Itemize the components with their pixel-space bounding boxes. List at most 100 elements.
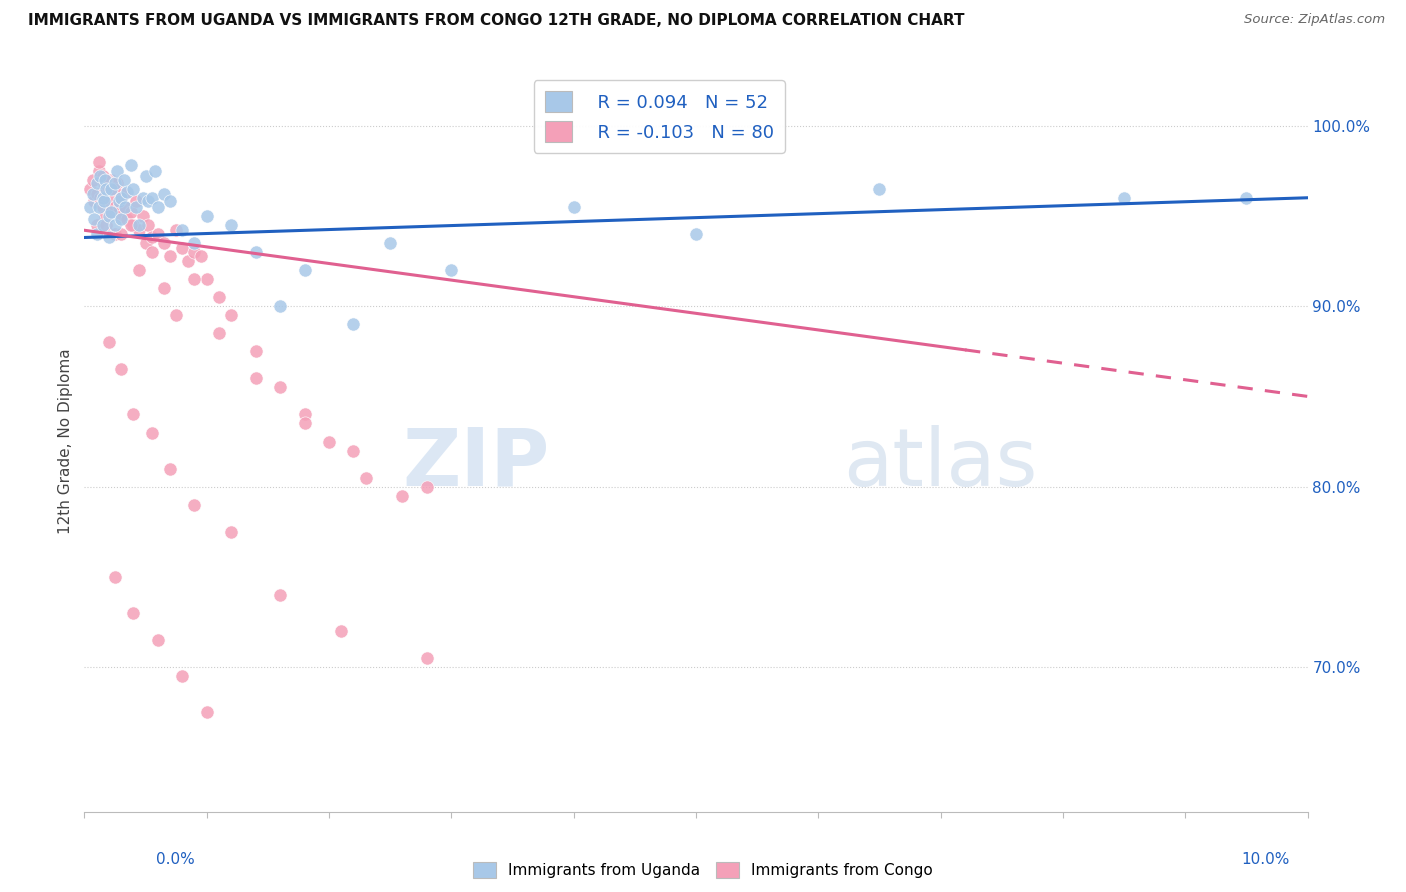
Point — [97, 205, 120, 219]
Point — [128, 223, 150, 237]
Point — [141, 244, 163, 259]
Point — [125, 200, 148, 214]
Point — [269, 299, 291, 313]
Point — [97, 209, 120, 223]
Point — [143, 163, 166, 178]
Point — [91, 191, 114, 205]
Point — [107, 194, 129, 209]
Point — [120, 205, 142, 219]
Point — [93, 177, 115, 191]
Point — [122, 606, 145, 620]
Point — [165, 308, 187, 322]
Point — [100, 172, 122, 186]
Point — [135, 235, 157, 250]
Point — [165, 223, 187, 237]
Y-axis label: 12th Grade, No Diploma: 12th Grade, No Diploma — [58, 349, 73, 534]
Point — [177, 254, 200, 268]
Point — [83, 194, 105, 209]
Point — [110, 362, 132, 376]
Point — [93, 194, 115, 209]
Point — [416, 651, 439, 665]
Point — [1114, 191, 1136, 205]
Legend:   R = 0.094   N = 52,   R = -0.103   N = 80: R = 0.094 N = 52, R = -0.103 N = 80 — [534, 80, 785, 153]
Text: 10.0%: 10.0% — [1241, 852, 1289, 867]
Point — [104, 177, 127, 191]
Point — [120, 158, 142, 172]
Point — [97, 230, 120, 244]
Text: Source: ZipAtlas.com: Source: ZipAtlas.com — [1244, 13, 1385, 27]
Point — [380, 235, 402, 250]
Point — [97, 182, 120, 196]
Point — [342, 443, 364, 458]
Point — [294, 263, 316, 277]
Point — [869, 182, 891, 196]
Point — [87, 200, 110, 214]
Point — [183, 498, 205, 512]
Point — [79, 200, 101, 214]
Point — [195, 209, 218, 223]
Point — [104, 218, 127, 232]
Point — [245, 244, 267, 259]
Point — [146, 633, 169, 648]
Point — [685, 227, 707, 241]
Point — [125, 194, 148, 209]
Point — [112, 187, 135, 202]
Point — [294, 417, 316, 431]
Point — [128, 263, 150, 277]
Text: 0.0%: 0.0% — [156, 852, 195, 867]
Point — [172, 241, 194, 255]
Point — [562, 200, 585, 214]
Point — [159, 194, 181, 209]
Point — [86, 218, 108, 232]
Point — [104, 227, 127, 241]
Point — [159, 248, 181, 262]
Point — [153, 235, 176, 250]
Point — [79, 182, 101, 196]
Point — [87, 154, 110, 169]
Point — [219, 524, 242, 539]
Point — [135, 169, 157, 183]
Point — [100, 182, 122, 196]
Point — [86, 227, 108, 241]
Point — [141, 425, 163, 440]
Point — [110, 209, 132, 223]
Point — [1236, 191, 1258, 205]
Point — [132, 209, 155, 223]
Point — [391, 489, 413, 503]
Point — [97, 335, 120, 350]
Point — [208, 290, 231, 304]
Point — [153, 187, 176, 202]
Point — [100, 191, 122, 205]
Point — [172, 669, 194, 683]
Point — [104, 200, 127, 214]
Point — [416, 480, 439, 494]
Point — [136, 194, 159, 209]
Text: IMMIGRANTS FROM UGANDA VS IMMIGRANTS FROM CONGO 12TH GRADE, NO DIPLOMA CORRELATI: IMMIGRANTS FROM UGANDA VS IMMIGRANTS FRO… — [28, 13, 965, 29]
Point — [110, 212, 132, 227]
Point — [195, 706, 218, 720]
Point — [269, 588, 291, 602]
Point — [94, 209, 117, 223]
Point — [89, 191, 111, 205]
Point — [114, 200, 136, 214]
Point — [136, 218, 159, 232]
Point — [245, 371, 267, 385]
Point — [159, 461, 181, 475]
Point — [128, 218, 150, 232]
Point — [105, 163, 128, 178]
Point — [440, 263, 463, 277]
Point — [141, 230, 163, 244]
Point — [91, 200, 114, 214]
Point — [294, 408, 316, 422]
Point — [342, 317, 364, 331]
Point — [318, 434, 340, 449]
Point — [183, 244, 205, 259]
Text: ZIP: ZIP — [402, 425, 550, 503]
Point — [100, 205, 122, 219]
Point — [195, 272, 218, 286]
Point — [82, 187, 104, 202]
Legend: Immigrants from Uganda, Immigrants from Congo: Immigrants from Uganda, Immigrants from … — [467, 856, 939, 884]
Point — [112, 172, 135, 186]
Point — [183, 235, 205, 250]
Point — [96, 218, 118, 232]
